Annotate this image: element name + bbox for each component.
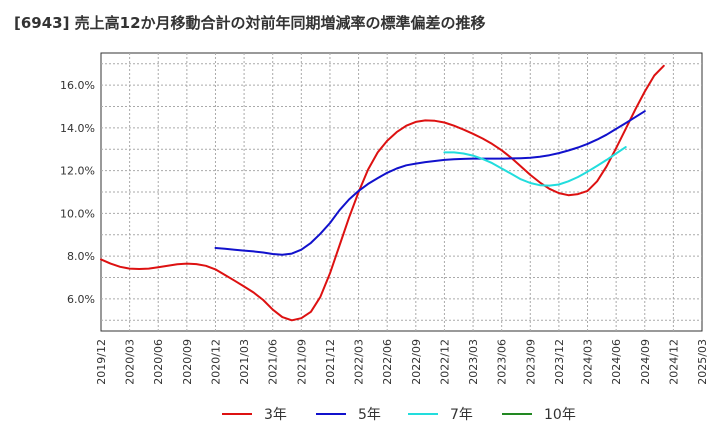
x-axis: 2019/12 2020/03 2020/06 2020/09 2020/12 2021/… — [95, 339, 709, 385]
y-tick-label: 6.0% — [67, 293, 95, 306]
grid-lines — [101, 53, 702, 331]
series-line-5年 — [214, 110, 646, 256]
x-tick-label: 2021/09 — [295, 339, 308, 385]
x-tick-label: 2020/12 — [209, 339, 222, 385]
series-line-3年 — [100, 64, 665, 322]
x-tick-label: 2025/03 — [696, 339, 709, 385]
x-tick-label: 2019/12 — [95, 339, 108, 385]
y-tick-label: 12.0% — [60, 165, 95, 178]
legend-label: 3年 — [264, 407, 287, 423]
x-tick-label: 2024/03 — [582, 339, 595, 385]
x-tick-label: 2022/03 — [353, 339, 366, 385]
y-tick-label: 14.0% — [60, 122, 95, 135]
x-tick-label: 2023/03 — [467, 339, 480, 385]
legend-label: 5年 — [358, 407, 381, 423]
series-line-7年 — [443, 146, 627, 187]
x-tick-label: 2022/06 — [381, 339, 394, 385]
x-tick-label: 2024/06 — [610, 339, 623, 385]
legend: 3年 5年 7年 10年 — [222, 407, 576, 423]
y-axis: 6.0% 8.0% 10.0% 12.0% 14.0% 16.0% — [60, 79, 95, 306]
x-tick-label: 2022/12 — [438, 339, 451, 385]
y-tick-label: 16.0% — [60, 79, 95, 92]
legend-label: 10年 — [544, 407, 576, 423]
x-tick-label: 2021/03 — [238, 339, 251, 385]
series-lines — [100, 64, 665, 322]
x-tick-label: 2024/12 — [667, 339, 680, 385]
x-tick-label: 2020/09 — [181, 339, 194, 385]
x-tick-label: 2020/03 — [124, 339, 137, 385]
x-tick-label: 2021/06 — [267, 339, 280, 385]
x-tick-label: 2023/06 — [496, 339, 509, 385]
y-tick-label: 10.0% — [60, 207, 95, 220]
y-tick-label: 8.0% — [67, 250, 95, 263]
x-tick-label: 2022/09 — [410, 339, 423, 385]
chart-title: [6943] 売上高12か月移動合計の対前年同期増減率の標準偏差の推移 — [14, 14, 486, 32]
x-tick-label: 2023/09 — [524, 339, 537, 385]
x-tick-label: 2021/12 — [324, 339, 337, 385]
x-tick-label: 2023/12 — [553, 339, 566, 385]
x-tick-label: 2020/06 — [152, 339, 165, 385]
x-tick-label: 2024/09 — [639, 339, 652, 385]
legend-label: 7年 — [450, 407, 473, 423]
